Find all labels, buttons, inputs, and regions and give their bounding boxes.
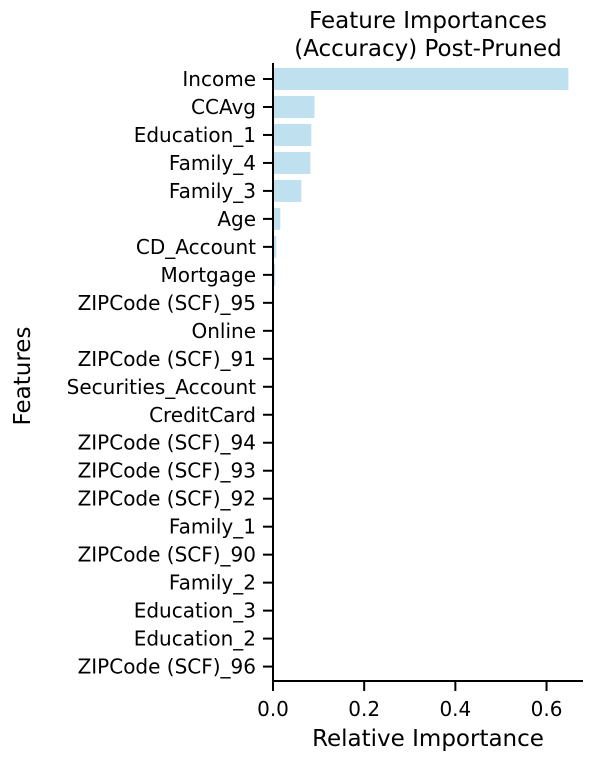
bar-age [273, 207, 281, 230]
bar-family-4 [273, 151, 311, 174]
y-tick-label: Securities_Account [67, 375, 256, 399]
y-tick-label: ZIPCode (SCF)_93 [78, 459, 256, 483]
bar-education-1 [273, 123, 312, 146]
y-axis-ticks: Income CCAvg Education_1 Family_4 Family_3 Ag… [67, 67, 273, 679]
y-tick-label: Education_2 [134, 627, 256, 651]
bar-ccavg [273, 95, 315, 118]
bar-family-3 [273, 179, 302, 202]
bars-group [273, 68, 569, 286]
x-axis-ticks: 0.0 0.2 0.4 0.6 [257, 681, 562, 721]
y-tick-label: Family_1 [169, 515, 256, 539]
y-tick-label: ZIPCode (SCF)_96 [78, 655, 256, 679]
y-tick-label: ZIPCode (SCF)_92 [78, 487, 256, 511]
y-tick-label: Family_2 [169, 571, 256, 595]
y-tick-label: ZIPCode (SCF)_91 [78, 347, 256, 371]
y-tick-label: Age [217, 207, 256, 231]
y-tick-label: ZIPCode (SCF)_94 [78, 431, 256, 455]
bar-income [273, 68, 569, 90]
y-tick-label: CD_Account [136, 235, 256, 259]
y-tick-label: Education_1 [134, 123, 256, 147]
bar-mortgage [273, 263, 276, 286]
chart-title-line-1: Feature Importances [309, 8, 547, 34]
x-tick-label: 0.4 [439, 697, 471, 721]
y-tick-label: ZIPCode (SCF)_90 [78, 543, 256, 567]
x-tick-label: 0.6 [531, 697, 563, 721]
y-tick-label: CCAvg [191, 95, 256, 119]
chart-title-line-2: (Accuracy) Post-Pruned [294, 36, 562, 62]
y-tick-label: Mortgage [160, 263, 256, 287]
y-tick-label: Family_3 [169, 179, 256, 203]
y-tick-label: Family_4 [169, 151, 256, 175]
x-tick-label: 0.0 [257, 697, 289, 721]
bar-cd-account [273, 235, 277, 258]
y-tick-label: ZIPCode (SCF)_95 [78, 291, 256, 315]
x-tick-label: 0.2 [348, 697, 380, 721]
y-tick-label: Income [182, 67, 256, 91]
y-tick-label: CreditCard [149, 403, 256, 427]
y-axis-label: Features [10, 327, 36, 426]
y-tick-label: Online [191, 319, 256, 343]
x-axis-label: Relative Importance [312, 726, 544, 752]
y-tick-label: Education_3 [134, 599, 256, 623]
